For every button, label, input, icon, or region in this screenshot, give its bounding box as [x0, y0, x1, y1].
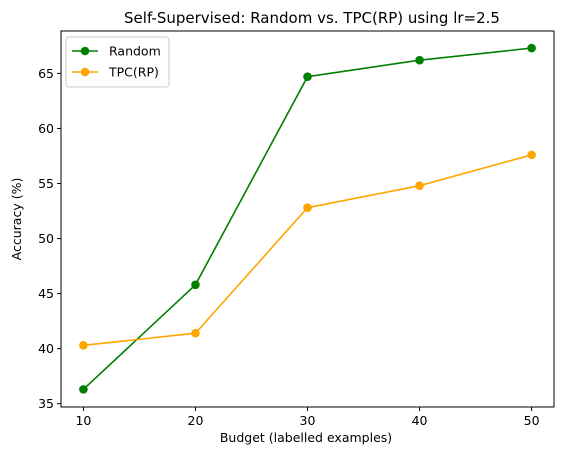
legend-label-tpc-rp: TPC(RP)	[108, 65, 159, 80]
y-tick-label: 55	[38, 176, 54, 191]
x-tick-label: 10	[75, 413, 91, 428]
x-axis-label: Budget (labelled examples)	[220, 430, 392, 445]
data-point-random	[191, 280, 200, 290]
legend-marker-random	[80, 46, 90, 56]
x-tick-label: 20	[188, 413, 204, 428]
y-tick-label: 60	[38, 121, 54, 136]
data-point-tpc-rp	[415, 181, 424, 190]
y-tick-label: 50	[38, 231, 54, 246]
legend-marker-tpc-rp	[80, 67, 90, 77]
y-axis-label: Accuracy (%)	[9, 178, 24, 261]
x-tick-label: 50	[524, 413, 540, 428]
y-tick-label: 45	[38, 286, 54, 301]
data-point-tpc-rp	[79, 341, 88, 350]
series-line-tpc-rp	[83, 154, 532, 347]
legend: Random TPC(RP)	[65, 36, 170, 88]
x-axis-ticks: 10 20 30 40 50	[75, 407, 540, 428]
y-tick-label: 35	[38, 396, 54, 411]
y-tick-label: 65	[38, 66, 54, 81]
data-point-random	[527, 43, 536, 53]
plot-area	[79, 43, 536, 394]
x-tick-label: 40	[412, 413, 428, 428]
y-tick-label: 40	[38, 341, 54, 356]
data-point-random	[415, 55, 424, 65]
data-point-tpc-rp	[191, 328, 200, 338]
x-tick-label: 30	[300, 413, 316, 428]
data-point-random	[303, 72, 312, 81]
legend-label-random: Random	[109, 44, 161, 59]
data-point-tpc-rp	[303, 203, 312, 213]
legend-box	[65, 36, 170, 88]
data-point-tpc-rp	[527, 150, 536, 160]
chart-title: Self-Supervised: Random vs. TPC(RP) usin…	[124, 9, 500, 27]
y-axis-ticks: 35 40 45 50 55 60 65	[38, 66, 61, 411]
plot-frame	[60, 30, 555, 408]
data-point-random	[79, 385, 88, 394]
